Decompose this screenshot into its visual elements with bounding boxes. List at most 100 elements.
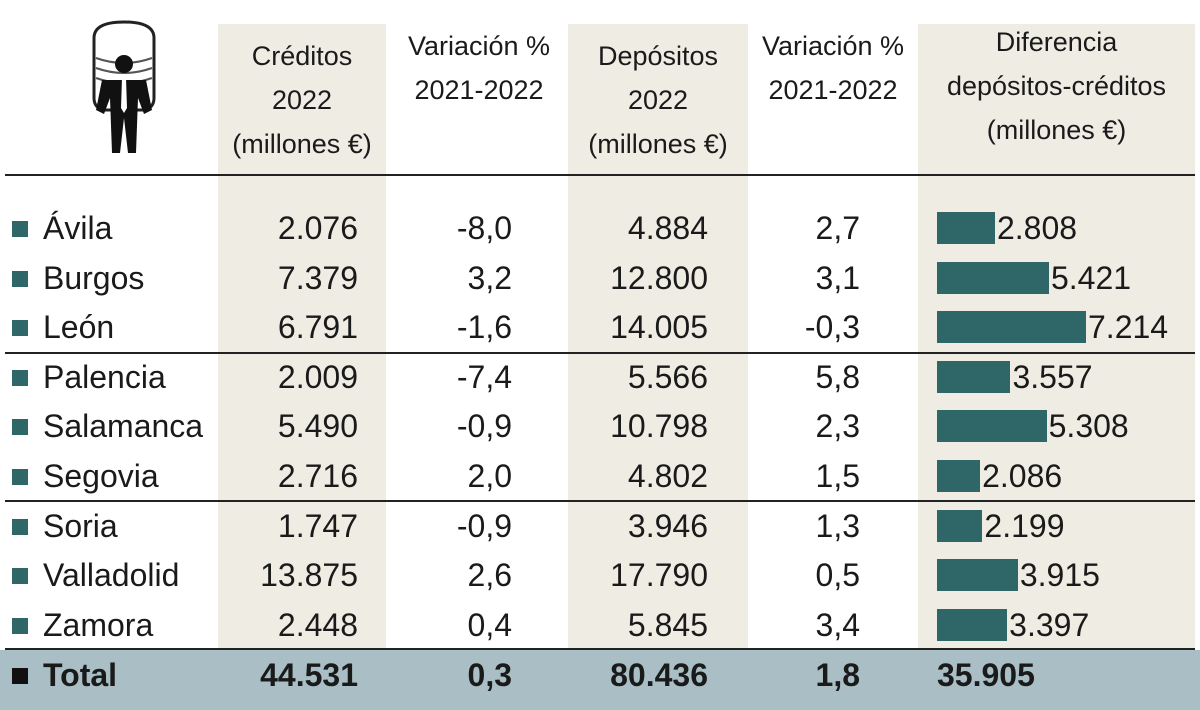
diferencia-bar (937, 460, 981, 492)
province-name: Segovia (43, 458, 159, 494)
diferencia-value: 7.214 (1088, 309, 1169, 346)
diferencia-bar (937, 509, 983, 542)
depositos-value: 12.800 (610, 259, 708, 296)
table-row: Ávila 2.076 -8,0 4.884 2,7 2.808 (0, 203, 1200, 253)
diferencia-bar (937, 360, 1011, 393)
group-divider (5, 500, 1195, 502)
diferencia-bar (937, 261, 1049, 294)
depositos-value: 5.566 (627, 358, 708, 395)
diferencia-bar (937, 410, 1047, 443)
diferencia-value: 5.421 (1050, 259, 1132, 296)
table-row: Soria 1.747 -0,9 3.946 1,3 2.199 (0, 501, 1200, 551)
table-row: Valladolid 13.875 2,6 17.790 0,5 3.915 (0, 550, 1200, 600)
variacion-creditos-value: -8,0 (456, 210, 512, 246)
total-divider (5, 648, 1195, 650)
row-marker-icon (12, 270, 28, 287)
diferencia-value: 3.915 (1019, 557, 1100, 594)
variacion-creditos-value: -0,9 (456, 408, 512, 445)
province-name: Total (43, 657, 118, 693)
province-name: Burgos (43, 259, 145, 296)
depositos-value: 17.790 (610, 557, 708, 594)
diferencia-value: 35.905 (937, 657, 1035, 693)
creditos-value: 13.875 (260, 557, 358, 594)
variacion-depositos-value: -0,3 (804, 309, 860, 346)
depositos-value: 3.946 (627, 507, 708, 544)
variacion-depositos-value: 2,3 (815, 408, 860, 445)
diferencia-bar (937, 559, 1018, 592)
creditos-value: 2.076 (277, 210, 358, 246)
variacion-creditos-value: -1,6 (456, 309, 512, 346)
depositos-value: 4.884 (627, 210, 708, 246)
row-marker-icon (12, 617, 28, 634)
table-row: Burgos 7.379 3,2 12.800 3,1 5.421 (0, 253, 1200, 303)
variacion-depositos-value: 1,8 (815, 657, 860, 693)
depositos-value: 14.005 (610, 309, 708, 346)
variacion-depositos-value: 1,3 (815, 507, 860, 544)
diferencia-value: 3.397 (1009, 606, 1090, 643)
diferencia-value: 3.557 (1012, 358, 1093, 395)
creditos-column-bg (218, 24, 386, 675)
depositos-column-bg (568, 24, 748, 675)
province-name: Valladolid (43, 557, 180, 594)
table-row: León 6.791 -1,6 14.005 -0,3 7.214 (0, 302, 1200, 352)
header-depositos: Depósitos 2022 (millones €) (588, 41, 728, 159)
variacion-creditos-value: 0,3 (467, 657, 512, 693)
row-marker-icon (12, 221, 28, 237)
variacion-creditos-value: 2,0 (467, 458, 512, 494)
row-marker-icon (12, 369, 28, 386)
header-variacion-creditos: Variación % 2021-2022 (407, 31, 551, 105)
businessman-coins-icon (92, 20, 156, 153)
header-divider (5, 174, 1195, 176)
header-diferencia: Diferencia depósitos-créditos (millones … (946, 27, 1167, 145)
table-row: Segovia 2.716 2,0 4.802 1,5 2.086 (0, 451, 1200, 501)
province-name: Ávila (43, 210, 113, 246)
row-marker-icon (12, 518, 28, 535)
creditos-value: 44.531 (260, 657, 358, 693)
province-name: León (43, 309, 115, 346)
row-marker-icon (12, 568, 28, 585)
variacion-depositos-value: 3,4 (815, 606, 860, 643)
creditos-value: 1.747 (277, 507, 358, 544)
diferencia-bar (937, 608, 1008, 641)
creditos-value: 6.791 (277, 309, 358, 346)
variacion-depositos-value: 0,5 (815, 557, 860, 594)
diferencia-value: 2.808 (996, 210, 1078, 246)
province-name: Zamora (43, 606, 154, 643)
diferencia-value: 2.199 (984, 507, 1065, 544)
depositos-value: 5.845 (627, 606, 708, 643)
depositos-value: 80.436 (610, 657, 708, 693)
table-row: Palencia 2.009 -7,4 5.566 5,8 3.557 (0, 352, 1200, 402)
province-name: Salamanca (43, 408, 204, 445)
variacion-creditos-value: -7,4 (456, 358, 512, 395)
depositos-value: 4.802 (627, 458, 708, 494)
creditos-value: 2.448 (277, 606, 358, 643)
variacion-depositos-value: 3,1 (815, 259, 860, 296)
variacion-creditos-value: 3,2 (467, 259, 512, 296)
row-marker-icon (12, 668, 28, 684)
header-variacion-depositos: Variación % 2021-2022 (761, 31, 905, 105)
table-row: Zamora 2.448 0,4 5.845 3,4 3.397 (0, 600, 1200, 650)
table-row: Salamanca 5.490 -0,9 10.798 2,3 5.308 (0, 401, 1200, 451)
total-row: Total 44.531 0,3 80.436 1,8 35.905 (0, 650, 1200, 710)
diferencia-value: 5.308 (1048, 408, 1129, 445)
province-name: Palencia (43, 358, 166, 395)
variacion-depositos-value: 5,8 (815, 358, 860, 395)
row-marker-icon (12, 419, 28, 436)
creditos-value: 2.716 (277, 458, 358, 494)
province-name: Soria (43, 507, 118, 544)
row-marker-icon (12, 320, 28, 337)
variacion-creditos-value: 2,6 (467, 557, 512, 594)
header-creditos: Créditos 2022 (millones €) (232, 41, 372, 159)
depositos-value: 10.798 (610, 408, 708, 445)
variacion-creditos-value: 0,4 (467, 606, 512, 643)
variacion-depositos-value: 2,7 (815, 210, 860, 246)
creditos-value: 2.009 (277, 358, 358, 395)
creditos-value: 5.490 (277, 408, 358, 445)
variacion-creditos-value: -0,9 (456, 507, 512, 544)
diferencia-value: 2.086 (982, 458, 1063, 494)
group-divider (5, 352, 1195, 354)
variacion-depositos-value: 1,5 (815, 458, 860, 494)
diferencia-bar (937, 311, 1086, 344)
row-marker-icon (12, 469, 28, 485)
creditos-value: 7.379 (277, 259, 358, 296)
